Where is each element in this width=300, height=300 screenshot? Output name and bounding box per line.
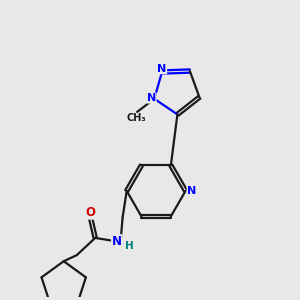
- Text: H: H: [125, 241, 134, 251]
- Text: N: N: [147, 93, 156, 103]
- Text: N: N: [187, 186, 196, 196]
- Text: O: O: [85, 206, 95, 219]
- Text: CH₃: CH₃: [126, 112, 146, 123]
- Text: N: N: [112, 235, 122, 248]
- Text: N: N: [158, 64, 166, 74]
